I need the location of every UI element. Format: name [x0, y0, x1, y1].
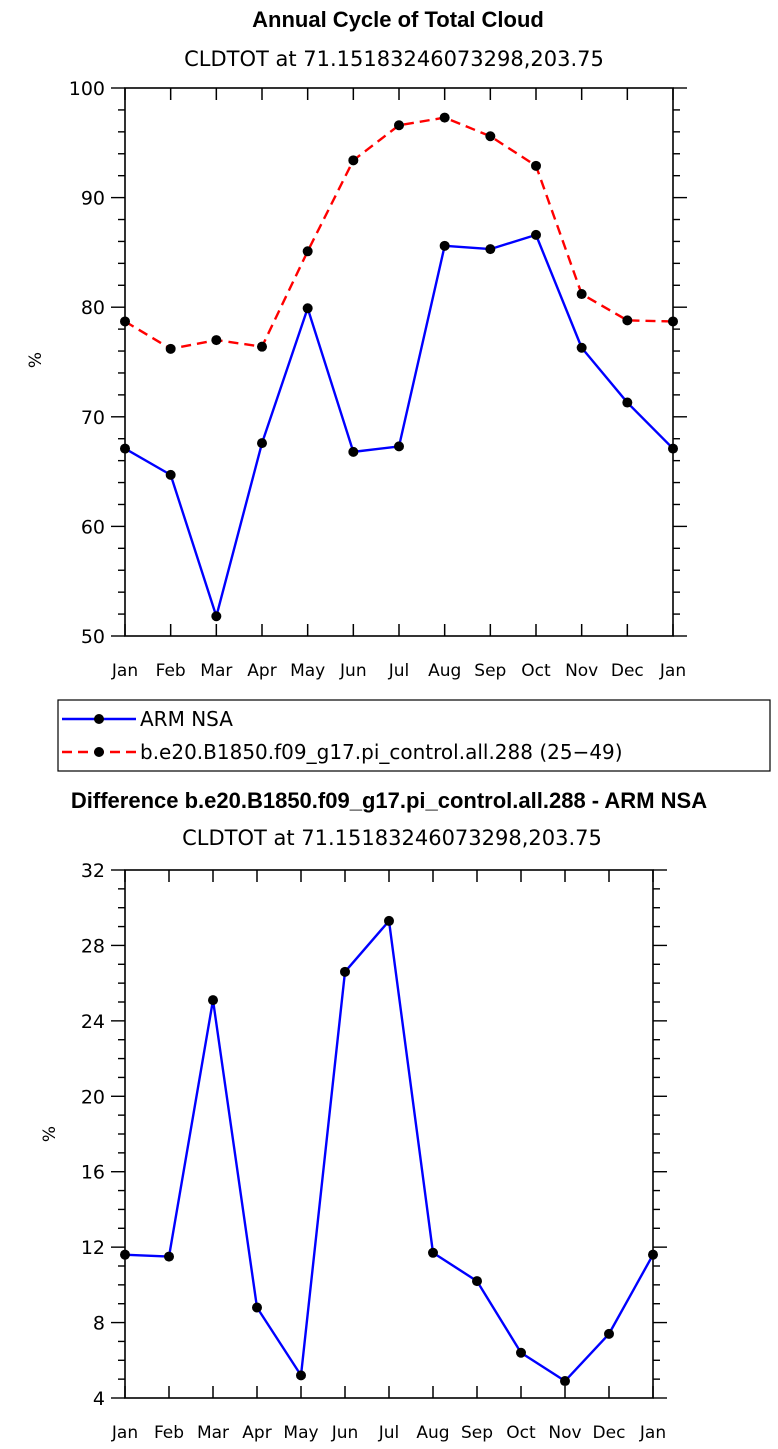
chart1-series-0-point [394, 441, 404, 452]
chart2-series-0-point [340, 966, 350, 977]
chart1-xtick-label: Oct [521, 661, 551, 681]
chart1-xtick-label: Mar [200, 661, 232, 681]
chart1-xtick-label: Aug [428, 661, 461, 681]
chart1-xtick-label: Dec [611, 661, 644, 681]
chart2-ytick-label: 32 [81, 860, 105, 882]
chart2-xtick-label: Aug [416, 1423, 449, 1443]
chart2-series-0-point [428, 1247, 438, 1258]
chart2-xtick-label: Sep [461, 1423, 493, 1443]
chart2-series-0-point [472, 1276, 482, 1287]
chart1-xtick-label: Sep [474, 661, 506, 681]
chart1-series-1-point [394, 120, 404, 131]
chart1-ytick-label: 70 [81, 407, 105, 429]
chart1-series-1-point [257, 341, 267, 352]
chart2-series-0-point [648, 1249, 658, 1260]
chart2-series-0-point [164, 1251, 174, 1262]
chart1-series-0-point [622, 397, 633, 408]
chart1-series-0-point [439, 240, 450, 251]
chart2-ylabel: % [40, 1126, 60, 1142]
chart2-series-0-point [516, 1347, 526, 1358]
chart2-ytick-label: 24 [81, 1011, 105, 1033]
chart1-ytick-label: 100 [69, 78, 105, 100]
chart1-series-0-point [165, 469, 176, 480]
chart2-ytick-label: 28 [81, 935, 105, 957]
chart2-xtick-label: May [283, 1423, 318, 1443]
chart1-series-0-point [302, 303, 313, 314]
chart2-xtick-label: Jun [331, 1423, 359, 1443]
chart2-xtick-label: Nov [548, 1423, 581, 1443]
chart2-ytick-label: 4 [93, 1388, 105, 1410]
legend: ARM NSA b.e20.B1850.f09_g17.pi_control.a… [57, 699, 771, 772]
chart1-series-1-point [622, 315, 633, 326]
chart1-xtick-label: Nov [565, 661, 598, 681]
chart2-title: Difference b.e20.B1850.f09_g17.pi_contro… [71, 788, 707, 813]
chart2-xtick-label: Feb [154, 1423, 184, 1443]
chart1-series-0-point [576, 342, 587, 353]
chart2-frame [124, 869, 654, 1399]
legend-marker-model [94, 747, 104, 757]
legend-box [57, 699, 771, 772]
chart1-ytick-label: 80 [81, 297, 105, 319]
chart1-series-1-point [668, 316, 678, 327]
chart1-ytick-label: 60 [81, 516, 105, 538]
chart1-series-1-point [439, 112, 450, 123]
chart2-xtick-label: Jan [111, 1423, 138, 1443]
chart1-ylabel: % [26, 352, 46, 368]
chart2-xtick-label: Jan [639, 1423, 666, 1443]
chart2-xtick-label: Dec [593, 1423, 626, 1443]
chart2-xtick-label: Jul [378, 1423, 400, 1443]
chart2-xtick-label: Mar [197, 1423, 229, 1443]
chart2-xtick-label: Oct [506, 1423, 536, 1443]
chart1-plot: Jan Feb Mar Apr May Jun Jul Aug Sep Oct Nov Dec Jan 5… [69, 78, 687, 681]
chart1-series-0-point [531, 229, 541, 240]
chart1-series-0-point [211, 611, 222, 622]
chart1-ytick-label: 90 [81, 188, 105, 210]
chart2-series-0-point [208, 995, 218, 1006]
chart2-series-0-point [384, 915, 394, 926]
chart2-xtick-label: Apr [242, 1423, 271, 1443]
legend-label-model: b.e20.B1850.f09_g17.pi_control.all.288 (… [140, 740, 623, 764]
chart2-series-0-point [120, 1249, 130, 1260]
chart1-ytick-label: 50 [81, 626, 105, 648]
chart1-xtick-label: Jan [659, 661, 686, 681]
chart2-series-0-point [252, 1302, 262, 1313]
chart1-series-0-point [120, 443, 130, 454]
chart1-series-1-point [531, 160, 541, 171]
chart1-series-1-point [211, 335, 222, 346]
chart2-ytick-label: 12 [81, 1237, 105, 1259]
chart1-series-1-point [302, 246, 313, 257]
chart2-series-0-point [604, 1328, 614, 1339]
chart1-series-1-point [485, 131, 496, 142]
chart1-series-0-point [485, 244, 496, 255]
chart1-series-0-point [348, 446, 359, 457]
chart1-series-1-point [120, 316, 130, 327]
chart2-ytick-label: 20 [81, 1086, 105, 1108]
chart2-ytick-label: 8 [93, 1313, 105, 1335]
chart1-subtitle: CLDTOT at 71.15183246073298,203.75 [184, 47, 604, 71]
chart2-series-0-point [560, 1376, 570, 1387]
chart1-xtick-label: Jun [339, 661, 367, 681]
legend-label-arm: ARM NSA [140, 707, 233, 731]
chart1-series-0-point [257, 438, 267, 449]
chart1-xtick-label: Jan [111, 661, 138, 681]
chart2-ytick-label: 16 [81, 1162, 105, 1184]
chart1-xtick-label: Feb [156, 661, 186, 681]
chart1-series-0-point [668, 443, 678, 454]
chart1-series-1-point [576, 289, 587, 300]
chart1-title: Annual Cycle of Total Cloud [252, 7, 544, 32]
chart1-series-line-1 [124, 116, 674, 351]
chart1-series-1-point [165, 343, 176, 354]
legend-marker-arm [94, 714, 104, 724]
chart1-series-1-point [348, 155, 359, 166]
chart2-series-0-point [296, 1370, 306, 1381]
chart1-xtick-label: May [290, 661, 325, 681]
chart2-subtitle: CLDTOT at 71.15183246073298,203.75 [182, 826, 602, 850]
chart1-xtick-label: Apr [247, 661, 276, 681]
chart2-series-line-0 [124, 919, 655, 1383]
chart1-frame [124, 87, 674, 637]
chart1-series-line-0 [124, 233, 674, 618]
chart2-plot: Jan Feb Mar Apr May Jun Jul Aug Sep Oct Nov Dec Jan 4… [81, 860, 667, 1443]
chart1-xtick-label: Jul [388, 661, 410, 681]
